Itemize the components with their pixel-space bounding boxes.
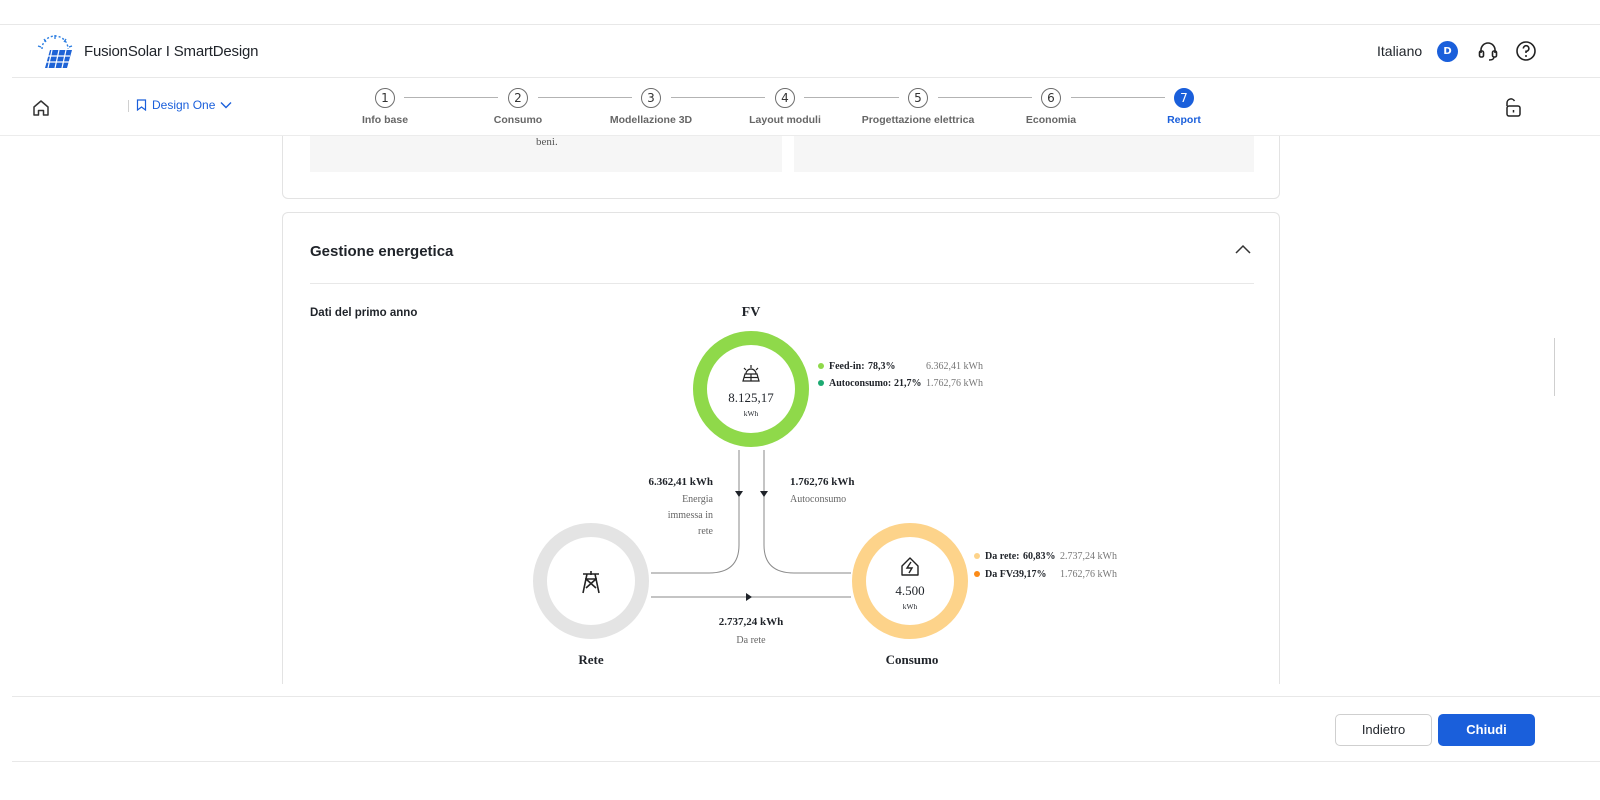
grid-title: Rete bbox=[578, 652, 603, 667]
legend-value-from-grid: 2.737,24 kWh bbox=[1060, 551, 1117, 562]
user-avatar[interactable]: D bbox=[1437, 41, 1458, 62]
consumption-total-value: 4.500 bbox=[895, 583, 924, 598]
legend-label-feedin: Feed-in: bbox=[829, 361, 865, 372]
step-connector bbox=[804, 97, 899, 98]
legend-label-from-grid: Da rete: bbox=[985, 551, 1020, 562]
step-number: 5 bbox=[908, 88, 928, 108]
previous-section-card: beni. bbox=[282, 136, 1280, 199]
pv-total-value: 8.125,17 bbox=[728, 390, 774, 405]
feedin-flow-label: immessa in bbox=[668, 510, 713, 521]
legend-dot-feedin bbox=[818, 363, 824, 369]
transmission-tower-icon bbox=[582, 571, 600, 594]
feedin-flow-line bbox=[651, 450, 740, 574]
step-info-base[interactable]: 1 Info base bbox=[325, 88, 445, 126]
step-label: Economia bbox=[1025, 114, 1077, 126]
step-label: Layout moduli bbox=[749, 114, 821, 126]
legend-label-from-pv: Da FV: bbox=[985, 569, 1015, 580]
legend-dot-from-grid bbox=[974, 553, 980, 559]
legend-value-from-pv: 1.762,76 kWh bbox=[1060, 569, 1117, 580]
pv-donut bbox=[693, 331, 809, 447]
footer-bar: Indietro Chiudi bbox=[12, 696, 1600, 762]
headset-support-icon[interactable] bbox=[1476, 39, 1500, 63]
brand-name: FusionSolar I SmartDesign bbox=[84, 43, 259, 60]
step-modellazione-3d[interactable]: 3 Modellazione 3D bbox=[591, 88, 711, 126]
step-number: 4 bbox=[775, 88, 795, 108]
step-connector bbox=[671, 97, 765, 98]
section-divider bbox=[310, 283, 1254, 284]
step-economia[interactable]: 6 Economia bbox=[991, 88, 1111, 126]
step-connector bbox=[938, 97, 1032, 98]
step-connector bbox=[538, 97, 632, 98]
step-number: 2 bbox=[508, 88, 528, 108]
close-button[interactable]: Chiudi bbox=[1438, 714, 1535, 746]
grid-import-flow-label: Da rete bbox=[736, 635, 766, 646]
first-year-subtitle: Dati del primo anno bbox=[310, 307, 418, 319]
consumption-donut bbox=[852, 523, 968, 639]
legend-percent-from-grid: 60,83% bbox=[1023, 551, 1056, 562]
legend-dot-self-consumption bbox=[818, 380, 824, 386]
step-number: 1 bbox=[375, 88, 395, 108]
step-layout-moduli[interactable]: 4 Layout moduli bbox=[725, 88, 845, 126]
legend-dot-from-pv bbox=[974, 571, 980, 577]
nav-separator bbox=[128, 100, 129, 112]
step-number: 7 bbox=[1174, 88, 1194, 108]
self-consumption-arrow-icon bbox=[760, 491, 768, 497]
legend-label-self-consumption: Autoconsumo: bbox=[829, 378, 891, 389]
consumption-total-unit: kWh bbox=[903, 602, 918, 611]
back-button[interactable]: Indietro bbox=[1335, 714, 1432, 746]
design-selector[interactable]: Design One bbox=[136, 98, 232, 112]
app-header: FusionSolar I SmartDesign Italiano D bbox=[12, 25, 1600, 78]
feedin-flow-label: rete bbox=[698, 526, 714, 537]
step-connector bbox=[1071, 97, 1165, 98]
step-label: Consumo bbox=[493, 114, 543, 126]
step-report[interactable]: 7 Report bbox=[1124, 88, 1244, 126]
step-number: 6 bbox=[1041, 88, 1061, 108]
text-panel bbox=[794, 136, 1254, 172]
legend-percent-self-consumption: 21,7% bbox=[894, 378, 922, 389]
house-bolt-icon bbox=[901, 557, 919, 576]
top-border bbox=[0, 24, 1600, 25]
step-label: Report bbox=[1167, 114, 1201, 126]
language-selector[interactable]: Italiano bbox=[1377, 43, 1423, 59]
step-connector bbox=[404, 97, 498, 98]
wizard-stepbar: Design One 1 Info base 2 Consumo 3 Model… bbox=[0, 78, 1600, 136]
pv-title: FV bbox=[742, 305, 761, 320]
self-consumption-flow-label: Autoconsumo bbox=[790, 494, 846, 505]
solar-panel-icon bbox=[742, 365, 760, 382]
energy-flow-diagram: 8.125,17 kWh FV Feed-in: 78,3% 6.362,41 … bbox=[533, 305, 1117, 667]
scroll-handle[interactable] bbox=[1554, 338, 1558, 396]
home-icon[interactable] bbox=[31, 98, 51, 118]
legend-percent-from-pv: 39,17% bbox=[1014, 569, 1047, 580]
consumption-title: Consumo bbox=[886, 652, 939, 667]
unlock-icon[interactable] bbox=[1502, 96, 1524, 118]
legend-percent-feedin: 78,3% bbox=[868, 361, 896, 372]
self-consumption-flow-line bbox=[763, 450, 851, 574]
panel-text: beni. bbox=[536, 136, 558, 148]
step-label: Info base bbox=[361, 114, 409, 126]
legend-value-self-consumption: 1.762,76 kWh bbox=[926, 378, 983, 389]
fusionsolar-logo-icon bbox=[37, 35, 73, 69]
help-icon[interactable] bbox=[1514, 39, 1538, 63]
design-name: Design One bbox=[152, 98, 216, 112]
feedin-flow-label: Energia bbox=[682, 494, 713, 505]
text-panel: beni. bbox=[310, 136, 782, 172]
step-number: 3 bbox=[641, 88, 661, 108]
bookmark-icon bbox=[136, 99, 147, 111]
legend-value-feedin: 6.362,41 kWh bbox=[926, 361, 983, 372]
step-label: Progettazione elettrica bbox=[861, 114, 975, 126]
chevron-up-icon[interactable] bbox=[1233, 241, 1253, 257]
step-label: Modellazione 3D bbox=[609, 114, 693, 126]
grid-donut bbox=[533, 523, 649, 639]
grid-import-arrow-icon bbox=[746, 593, 752, 601]
step-progettazione-elettrica[interactable]: 5 Progettazione elettrica bbox=[858, 88, 978, 126]
feedin-flow-value: 6.362,41 kWh bbox=[649, 476, 714, 488]
self-consumption-flow-value: 1.762,76 kWh bbox=[790, 476, 855, 488]
grid-import-flow-value: 2.737,24 kWh bbox=[719, 616, 784, 628]
feedin-arrow-icon bbox=[735, 491, 743, 497]
chevron-down-icon bbox=[220, 102, 232, 109]
energy-management-card: Gestione energetica Dati del primo anno … bbox=[282, 212, 1280, 684]
step-consumo[interactable]: 2 Consumo bbox=[458, 88, 578, 126]
pv-total-unit: kWh bbox=[744, 409, 759, 418]
section-title: Gestione energetica bbox=[310, 243, 454, 260]
